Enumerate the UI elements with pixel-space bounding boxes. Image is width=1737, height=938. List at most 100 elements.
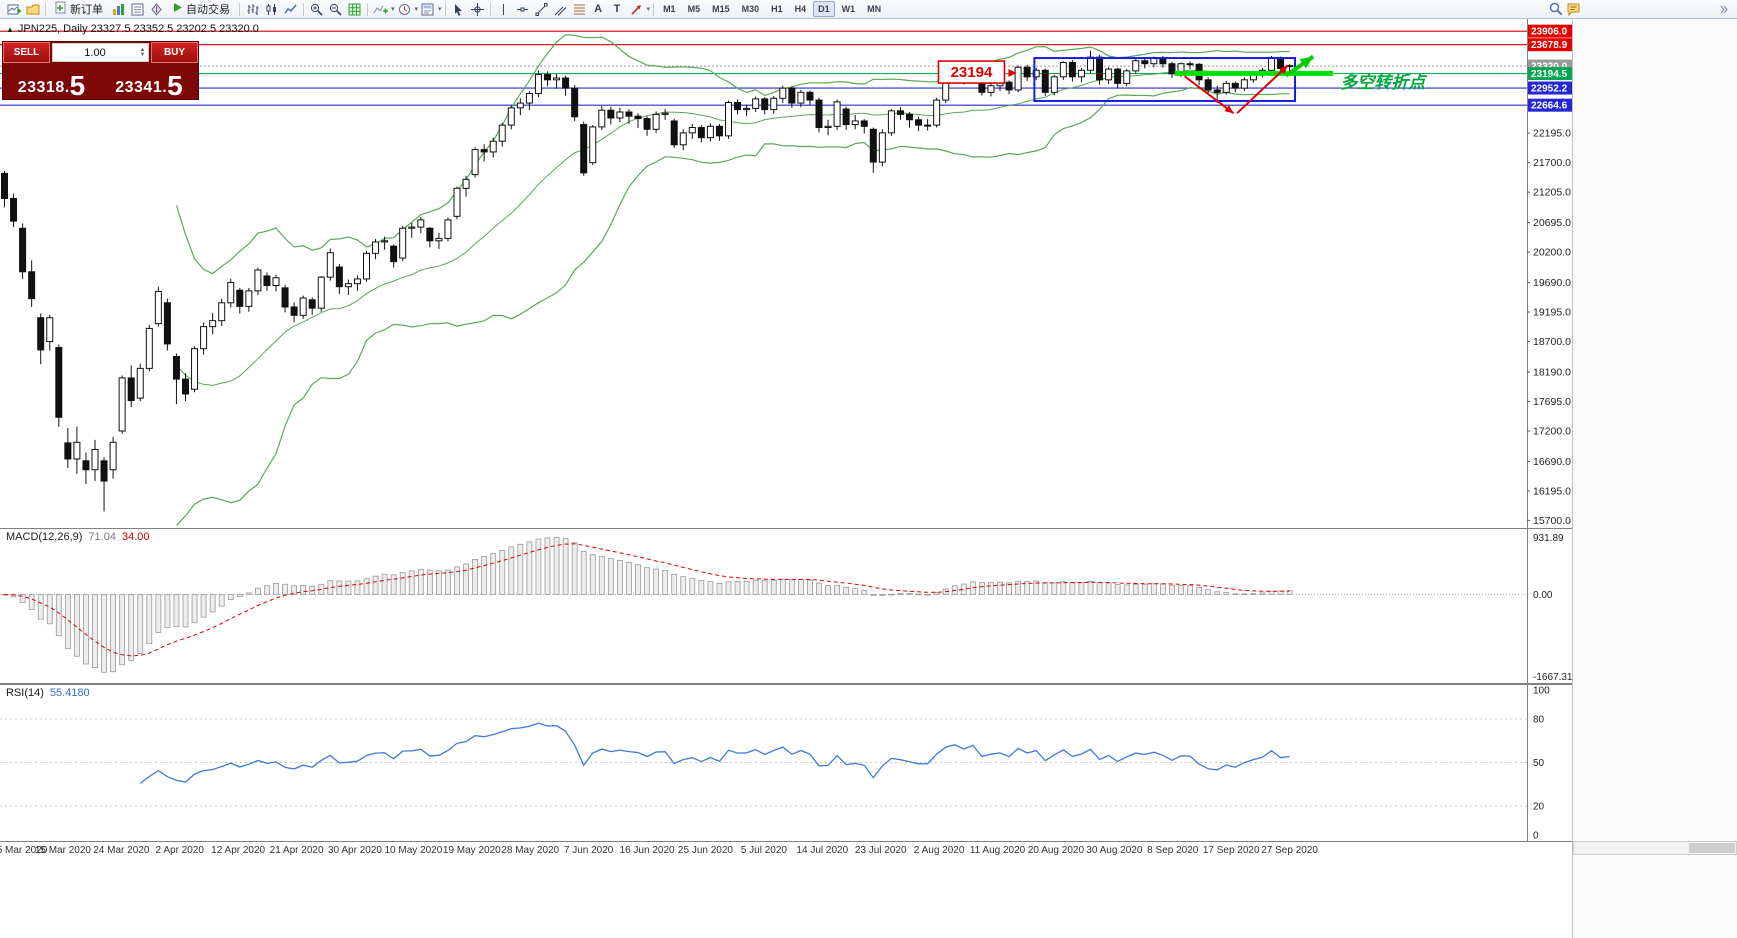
trend-arrow-0[interactable] — [1184, 75, 1235, 114]
macd-signal-line — [4, 543, 1290, 657]
one-click-toggle-icon[interactable]: ▲ — [6, 24, 14, 34]
text-tool-icon[interactable]: A — [594, 3, 603, 15]
new-chart-icon[interactable] — [4, 1, 23, 17]
timeframe-M5[interactable]: M5 — [687, 4, 701, 14]
periods-caret-icon[interactable]: ▾ — [414, 6, 419, 13]
navigator-icon[interactable] — [147, 1, 166, 17]
svg-text:23194: 23194 — [951, 64, 993, 81]
price-tag-22952.2: 22952.2 — [1528, 81, 1572, 95]
sell-button[interactable]: SELL — [3, 42, 50, 63]
trend-arrow-2[interactable] — [1284, 54, 1315, 78]
volume-down-icon[interactable]: ▼ — [139, 51, 146, 58]
new-order-button[interactable]: 新订单 — [49, 1, 109, 17]
timeframe-D1[interactable]: D1 — [813, 1, 835, 17]
bar-chart-icon[interactable] — [243, 1, 262, 17]
rsi-axis-label: 80 — [1533, 715, 1545, 726]
date-label: 23 Jul 2020 — [854, 845, 907, 856]
separator — [489, 2, 491, 16]
date-label: 16 Jun 2020 — [619, 845, 675, 856]
macd-signal-value: 34.00 — [121, 531, 150, 543]
timeframe-bar: M1 M5 M15 M30 H1 H4 D1 W1 MN — [657, 1, 887, 17]
text-label-tool-icon[interactable]: T — [613, 3, 621, 15]
symbol-ohlc-text: JPN225, Daily 23327.5 23352.5 23202.5 23… — [17, 23, 259, 35]
timeframe-M1[interactable]: M1 — [663, 4, 676, 14]
date-label: 17 Sep 2020 — [1202, 845, 1260, 856]
separator — [239, 2, 240, 16]
timeframe-MN[interactable]: MN — [867, 4, 882, 14]
candlestick-chart-icon[interactable] — [262, 1, 281, 17]
price-callout-box[interactable]: 23194 — [937, 60, 1017, 84]
timeframe-W1[interactable]: W1 — [841, 4, 856, 14]
arrows-tool-icon[interactable] — [627, 1, 646, 17]
rsi-axis-label: 0 — [1533, 831, 1539, 842]
line-chart-icon[interactable] — [281, 1, 300, 17]
profiles-icon[interactable] — [23, 1, 42, 17]
date-label: 2 Aug 2020 — [913, 845, 965, 856]
volume-up-icon[interactable]: ▲ — [139, 46, 146, 53]
date-label: 8 Sep 2020 — [1147, 845, 1199, 856]
buy-button[interactable]: BUY — [151, 42, 198, 63]
date-label: 30 Aug 2020 — [1086, 845, 1143, 856]
crosshair-icon[interactable] — [468, 1, 487, 17]
channel-tool-icon[interactable] — [551, 1, 570, 17]
rsi-panel-canvas[interactable]: 100 80 50 20 0 — [0, 684, 1572, 841]
trend-arrow-1[interactable] — [1236, 64, 1289, 114]
volume-value[interactable]: 1.00 — [84, 46, 106, 59]
indicators-caret-icon[interactable]: ▾ — [391, 6, 395, 13]
macd-name: MACD(12,26,9) — [6, 531, 83, 543]
arrows-caret-icon[interactable]: ▾ — [646, 6, 651, 13]
rsi-name: RSI(14) — [6, 687, 44, 699]
market-watch-icon[interactable] — [109, 1, 128, 17]
rsi-value: 55.4180 — [49, 687, 90, 699]
grid-icon[interactable] — [345, 1, 364, 17]
price-tick-label: 18700.0 — [1533, 336, 1571, 348]
price-tick-label: 21700.0 — [1533, 157, 1571, 169]
fibonacci-tool-icon[interactable] — [570, 1, 589, 17]
timeframe-M15[interactable]: M15 — [712, 4, 730, 14]
vertical-line-tool-icon[interactable] — [494, 1, 513, 17]
toolbar-overflow-icon[interactable] — [1714, 1, 1733, 17]
macd-panel-canvas[interactable]: 931.89 0.00 -1667.31 — [0, 528, 1572, 684]
macd-axis-label: -1667.31 — [1533, 672, 1572, 683]
bollinger-middle-band — [176, 69, 1290, 386]
autotrade-button[interactable]: 自动交易 — [166, 1, 236, 17]
time-axis[interactable]: 5 Mar 2020 15 Mar 2020 24 Mar 2020 2 Apr 20… — [0, 841, 1572, 859]
periods-icon[interactable] — [395, 1, 414, 17]
price-tick-label: 20200.0 — [1533, 247, 1571, 259]
zoom-in-icon[interactable] — [307, 1, 326, 17]
one-click-trading-panel: SELL 1.00 ▲ ▼ BUY 23318. 5 23341. 5 — [2, 41, 199, 100]
indicators-icon[interactable] — [371, 1, 390, 17]
horizontal-line-tool-icon[interactable] — [513, 1, 532, 17]
date-label: 5 Mar 2020 — [0, 845, 48, 856]
chat-icon[interactable] — [1565, 1, 1584, 17]
templates-icon[interactable] — [418, 1, 437, 17]
price-tick-label: 17200.0 — [1533, 425, 1571, 437]
note-text[interactable]: 多空转折点 — [1340, 73, 1428, 92]
buy-price-main: 23341. — [115, 79, 168, 96]
main-chart-canvas[interactable]: 23194 多空转折点 22195.0 21700.0 21205.0 20695.0 20… — [0, 19, 1572, 528]
sell-price[interactable]: 23318. 5 — [3, 63, 101, 101]
data-window-icon[interactable] — [128, 1, 147, 17]
scrollbar-thumb[interactable] — [1689, 843, 1735, 853]
price-tag-23678.9: 23678.9 — [1528, 38, 1572, 52]
consolidation-box[interactable] — [1033, 57, 1297, 102]
timeframe-H4[interactable]: H4 — [794, 4, 807, 14]
buy-price[interactable]: 23341. 5 — [101, 63, 199, 101]
date-label: 12 Apr 2020 — [211, 845, 266, 856]
volume-stepper[interactable]: 1.00 ▲ ▼ — [52, 43, 149, 62]
cursor-icon[interactable] — [449, 1, 468, 17]
timeframe-H1[interactable]: H1 — [771, 4, 783, 14]
date-label: 11 Aug 2020 — [969, 845, 1026, 856]
volume-spin-icons[interactable]: ▲ ▼ — [137, 46, 148, 58]
templates-caret-icon[interactable]: ▾ — [438, 6, 442, 13]
horizontal-scrollbar[interactable] — [1573, 841, 1737, 855]
date-label: 30 Apr 2020 — [328, 845, 382, 856]
macd-label: MACD(12,26,9) 71.04 34.00 — [6, 531, 149, 543]
bollinger-lower-band — [176, 86, 1290, 526]
date-label: 24 Mar 2020 — [93, 845, 150, 856]
zoom-out-icon[interactable] — [326, 1, 345, 17]
trendline-tool-icon[interactable] — [532, 1, 551, 17]
price-tag-23906.0: 23906.0 — [1528, 24, 1572, 38]
timeframe-M30[interactable]: M30 — [741, 4, 760, 14]
search-icon[interactable] — [1546, 1, 1565, 17]
